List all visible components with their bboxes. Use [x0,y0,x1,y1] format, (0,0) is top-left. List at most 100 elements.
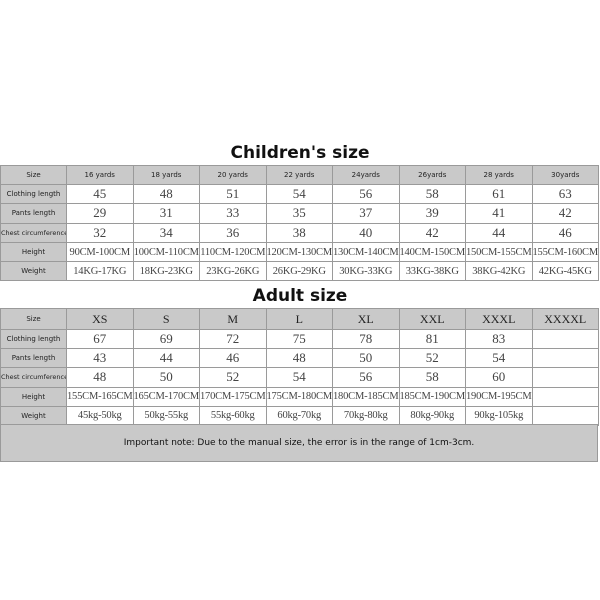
row-label: Chest circumference 1/2 [0,367,67,388]
table-cell: 43 [66,348,134,369]
table-cell: 56 [332,183,400,205]
table-cell [531,386,599,407]
table-row: Weight 14KG-17KG 18KG-23KG 23KG-26KG 26KG-29… [0,261,599,282]
table-cell: 35 [265,203,333,224]
table-cell: 36 [199,222,267,243]
table-cell: 54 [265,367,333,388]
table-cell: 90kg-105kg [465,405,533,426]
size-column-header: 18 yards [132,165,200,185]
table-cell: 185CM-190CM [398,386,466,407]
table-cell: 72 [199,328,267,350]
header-row: Size 16 yards 18 yards 20 yards 22 yards 24ya… [0,165,599,185]
table-cell: 42 [398,222,466,243]
table-cell: 75 [265,328,333,350]
table-cell: 60 [465,367,533,388]
size-column-header: M [199,308,267,330]
table-cell: 50kg-55kg [132,405,200,426]
size-column-header: XXXXL [531,308,599,330]
table-cell: 52 [199,367,267,388]
table-cell: 100CM-110CM [132,241,200,263]
table-cell [531,328,599,350]
table-row: Chest circumference 1/248505254565860 [0,367,599,388]
size-column-header: 22 yards [265,165,333,185]
table-row: Height 155CM-165CM 165CM-170CM 170CM-175CM 1… [0,386,599,407]
table-row: Height 90CM-100CM 100CM-110CM 110CM-120CM 12… [0,241,599,263]
table-cell: 45 [66,183,134,205]
table-cell: 33 [199,203,267,224]
size-column-header: S [132,308,200,330]
table-cell: 150CM-155CM [465,241,533,263]
table-cell: 42 [531,203,599,224]
table-cell: 50 [132,367,200,388]
size-column-header: 26yards [398,165,466,185]
table-cell: 155CM-165CM [66,386,134,407]
size-column-header: L [265,308,333,330]
table-cell: 32 [66,222,134,243]
table-cell: 46 [199,348,267,369]
size-column-header: XS [66,308,134,330]
table-cell: 45kg-50kg [66,405,134,426]
table-cell: 60kg-70kg [265,405,333,426]
table-cell: 180CM-185CM [332,386,400,407]
table-cell: 130CM-140CM [332,241,400,263]
adult-size-table: Size XS S M L XL XXL XXXL XXXXL Clothing length 67… [0,308,599,426]
table-cell: 56 [332,367,400,388]
important-note: Important note: Due to the manual size, … [0,424,598,462]
table-cell: 44 [132,348,200,369]
row-label: Clothing length [0,328,67,350]
row-label: Weight [0,261,67,282]
table-row: Pants length 43 44 46 48 50 52 54 [0,348,599,369]
table-cell: 54 [265,183,333,205]
table-row: Clothing length 45 48 51 54 56 58 61 63 [0,183,599,205]
table-row: Clothing length 67 69 72 75 78 81 83 [0,328,599,350]
table-cell: 42KG-45KG [531,261,599,282]
table-cell: 67 [66,328,134,350]
row-label: Weight [0,405,67,426]
table-cell: 34 [132,222,200,243]
table-cell: 14KG-17KG [66,261,134,282]
table-cell: 51 [199,183,267,205]
size-column-header: 24yards [332,165,400,185]
table-cell: 80kg-90kg [398,405,466,426]
table-cell: 120CM-130CM [265,241,333,263]
table-cell: 38 [265,222,333,243]
size-column-header: XL [332,308,400,330]
table-cell: 48 [132,183,200,205]
table-cell: 170CM-175CM [199,386,267,407]
children-size-title: Children's size [230,143,370,163]
size-column-header: 16 yards [66,165,134,185]
table-row: Chest circumference 1/23234363840424446 [0,222,599,243]
table-cell [531,367,599,388]
table-cell: 70kg-80kg [332,405,400,426]
table-cell: 26KG-29KG [265,261,333,282]
table-cell: 90CM-100CM [66,241,134,263]
table-cell: 78 [332,328,400,350]
adult-size-title: Adult size [252,286,348,306]
table-cell: 23KG-26KG [199,261,267,282]
table-cell [531,348,599,369]
table-cell: 44 [465,222,533,243]
table-cell: 58 [398,183,466,205]
table-cell: 69 [132,328,200,350]
children-size-table: Size 16 yards 18 yards 20 yards 22 yards 24ya… [0,165,599,282]
header-row: Size XS S M L XL XXL XXXL XXXXL [0,308,599,330]
row-label: Pants length [0,203,67,224]
table-row: Pants length 29 31 33 35 37 39 41 42 [0,203,599,224]
size-column-header: XXL [398,308,466,330]
table-cell: 165CM-170CM [132,386,200,407]
size-column-header: 20 yards [199,165,267,185]
table-cell: 61 [465,183,533,205]
table-cell: 54 [465,348,533,369]
table-cell: 190CM-195CM [465,386,533,407]
table-cell: 40 [332,222,400,243]
table-cell: 29 [66,203,134,224]
row-label: Chest circumference 1/2 [0,222,67,243]
row-label: Height [0,386,67,407]
table-cell [531,405,599,426]
table-cell: 63 [531,183,599,205]
row-label: Height [0,241,67,263]
table-cell: 46 [531,222,599,243]
table-row: Weight 45kg-50kg 50kg-55kg 55kg-60kg 60kg-70… [0,405,599,426]
row-label: Pants length [0,348,67,369]
table-cell: 83 [465,328,533,350]
